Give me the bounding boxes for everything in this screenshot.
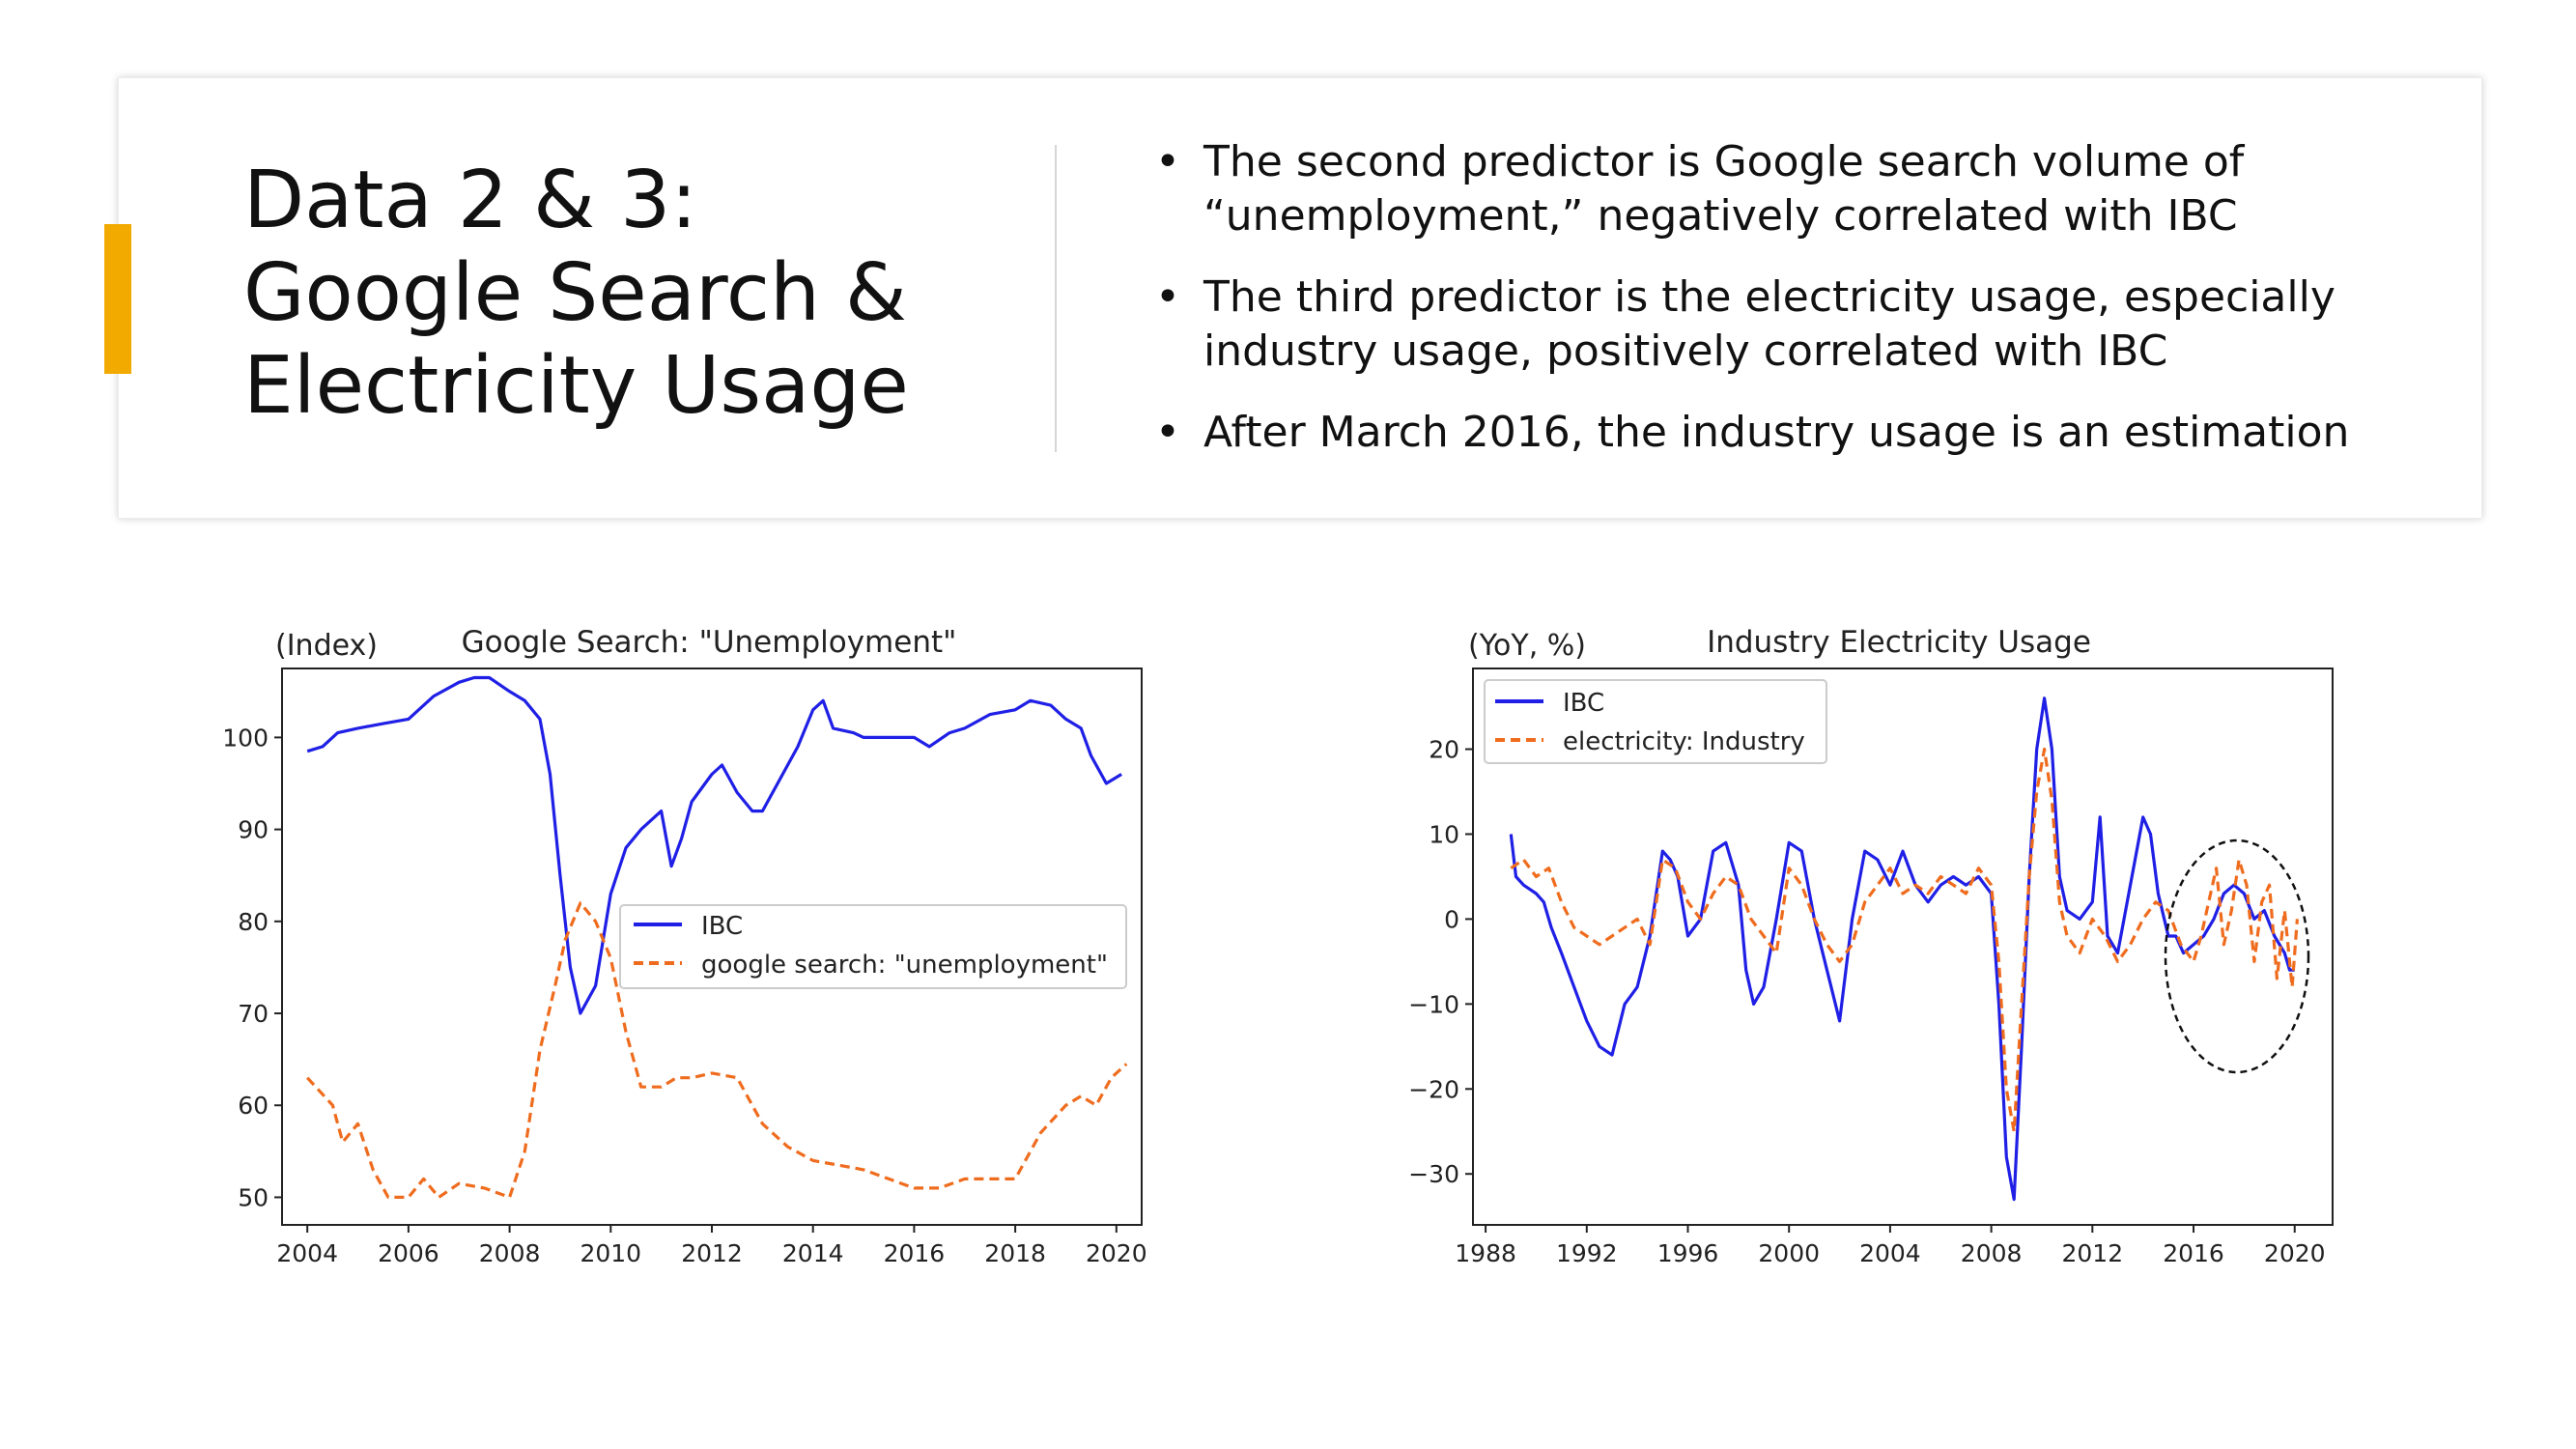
y-tick-label: 20	[1429, 736, 1459, 764]
bullet-text: After March 2016, the industry usage is …	[1203, 408, 2350, 457]
x-tick-label: 2000	[1758, 1239, 1820, 1267]
highlight-circle	[2164, 838, 2310, 1074]
y-tick-label: 80	[238, 908, 269, 936]
header-divider	[1055, 145, 1057, 452]
slide-title-line-2: Google Search &	[243, 247, 907, 339]
bullet-list: • The second predictor is Google search v…	[1155, 135, 2440, 487]
x-tick-label: 2012	[2062, 1239, 2124, 1267]
legend: IBC google search: "unemployment"	[619, 904, 1127, 989]
bullet-item: • The third predictor is the electricity …	[1155, 270, 2440, 379]
y-tick-label: 0	[1444, 905, 1459, 933]
bullet-text: The second predictor is Google search vo…	[1203, 137, 2245, 241]
bullet-item: • The second predictor is Google search v…	[1155, 135, 2440, 243]
x-tick-label: 2016	[884, 1239, 946, 1267]
y-axis-label: (Index)	[275, 629, 378, 663]
x-tick-label: 1992	[1556, 1239, 1618, 1267]
x-tick-label: 1988	[1455, 1239, 1516, 1267]
series-line-secondary	[306, 901, 1128, 1200]
plot-frame	[1472, 668, 2334, 1226]
y-tick-label: −30	[1408, 1160, 1459, 1188]
bullet-dot-icon: •	[1155, 408, 1180, 457]
x-tick-label: 2008	[479, 1239, 541, 1267]
x-tick-label: 2006	[378, 1239, 439, 1267]
accent-bar	[104, 224, 131, 374]
x-tick-label: 2012	[681, 1239, 743, 1267]
bullet-dot-icon: •	[1155, 272, 1180, 322]
legend-ibc-label: IBC	[1563, 689, 1604, 718]
bullet-text: The third predictor is the electricity u…	[1203, 272, 2335, 376]
series-line-ibc	[1509, 696, 2295, 1202]
y-axis-label: (YoY, %)	[1468, 629, 1586, 663]
legend-ibc-label: IBC	[701, 912, 743, 941]
x-tick-label: 2010	[580, 1239, 641, 1267]
x-tick-label: 2004	[276, 1239, 338, 1267]
series-line-ibc	[306, 675, 1122, 1015]
x-tick-label: 2018	[984, 1239, 1046, 1267]
y-tick-label: 50	[238, 1183, 269, 1211]
x-tick-label: 2016	[2163, 1239, 2224, 1267]
series-line-secondary	[1510, 747, 2299, 1133]
header-card	[118, 77, 2482, 519]
y-tick-label: −20	[1408, 1075, 1459, 1103]
legend-google-label: google search: "unemployment"	[701, 951, 1108, 980]
y-tick-label: 90	[238, 816, 269, 844]
chart-title: Industry Electricity Usage	[1707, 625, 2091, 660]
x-tick-label: 2004	[1859, 1239, 1921, 1267]
x-tick-label: 2020	[1086, 1239, 1147, 1267]
bullet-dot-icon: •	[1155, 137, 1180, 186]
legend-box	[619, 904, 1127, 989]
x-tick-label: 2020	[2264, 1239, 2326, 1267]
y-tick-label: 100	[222, 724, 269, 752]
slide-title: Data 2 & 3: Google Search & Electricity …	[243, 155, 1035, 433]
y-tick-label: −10	[1408, 990, 1459, 1018]
x-tick-label: 2014	[782, 1239, 844, 1267]
bullet-item: • After March 2016, the industry usage is…	[1155, 406, 2440, 460]
chart-title: Google Search: "Unemployment"	[462, 625, 957, 660]
slide-title-line-3: Electricity Usage	[243, 340, 909, 432]
y-tick-label: 70	[238, 1000, 269, 1028]
x-tick-label: 1996	[1657, 1239, 1719, 1267]
legend-box	[1484, 679, 1827, 764]
legend-elec-label: electricity: Industry	[1563, 727, 1805, 756]
y-tick-label: 60	[238, 1092, 269, 1120]
slide-title-line-1: Data 2 & 3:	[243, 155, 697, 246]
y-tick-label: 10	[1429, 820, 1459, 848]
x-tick-label: 2008	[1961, 1239, 2023, 1267]
legend: IBC electricity: Industry	[1484, 679, 1827, 764]
